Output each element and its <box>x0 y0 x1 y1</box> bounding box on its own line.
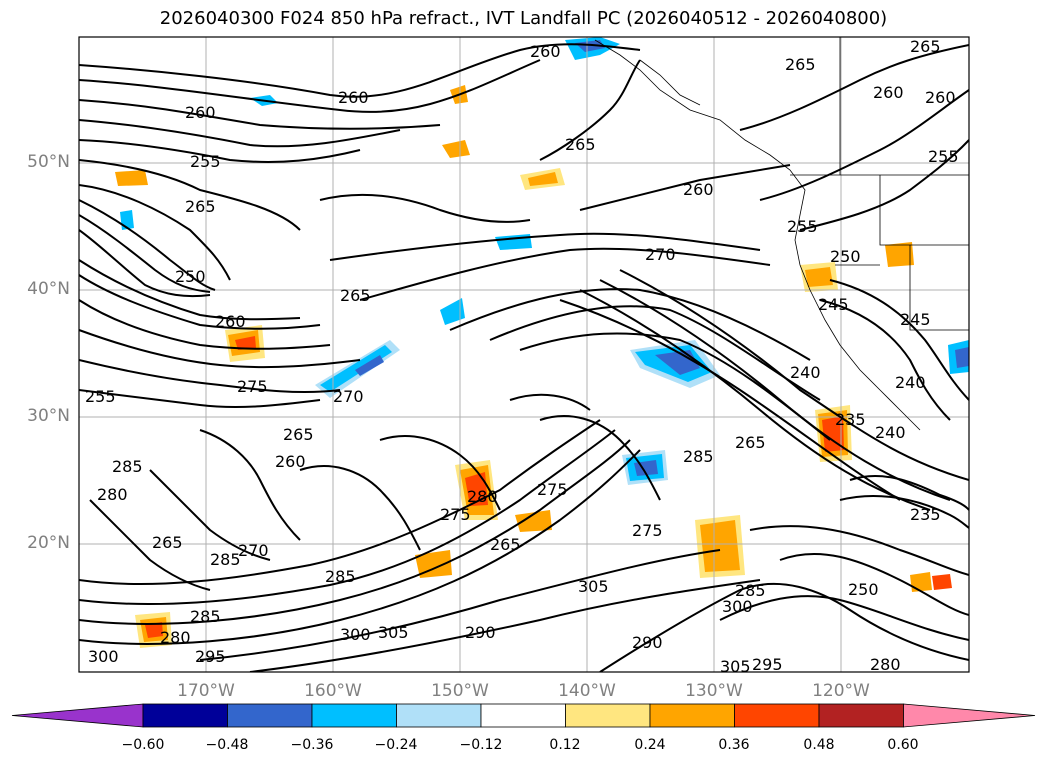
contour-label: 255 <box>928 147 959 166</box>
contour-label: 265 <box>283 425 314 444</box>
contour-label: 280 <box>97 485 128 504</box>
lon-label: 170°W <box>177 681 235 701</box>
lon-label: 150°W <box>431 681 489 701</box>
map-background <box>79 37 969 672</box>
contour-label: 290 <box>632 633 663 652</box>
contour-label: 270 <box>645 245 676 264</box>
colorbar-tick-label: −0.60 <box>121 737 165 753</box>
contour-label: 240 <box>895 373 926 392</box>
colorbar-tick-label: −0.12 <box>459 737 503 753</box>
colorbar-segment <box>818 703 904 728</box>
contour-label: 265 <box>490 535 521 554</box>
lon-label: 120°W <box>812 681 870 701</box>
contour-label: 300 <box>340 625 371 644</box>
contour-label: 285 <box>112 457 143 476</box>
contour-label: 280 <box>160 628 191 647</box>
contour-label: 245 <box>818 295 849 314</box>
contour-label: 285 <box>325 567 356 586</box>
colorbar-tick-label: −0.24 <box>374 737 418 753</box>
lon-label: 140°W <box>558 681 616 701</box>
contour-label: 270 <box>333 387 364 406</box>
map-frame <box>78 36 970 673</box>
colorbar-segment <box>227 703 313 728</box>
colorbar-segment <box>396 703 482 728</box>
colorbar-segment <box>142 703 228 728</box>
colorbar-tick-label: 0.48 <box>803 737 835 753</box>
contour-label: 240 <box>875 423 906 442</box>
contour-label: 305 <box>578 577 609 596</box>
contour-label: 260 <box>683 180 714 199</box>
contour-label: 275 <box>537 480 568 499</box>
colorbar-segment <box>565 703 651 728</box>
colorbar-tick-label: 0.12 <box>549 737 581 753</box>
contour-label: 260 <box>530 42 561 61</box>
contour-label: 235 <box>910 505 941 524</box>
contour-label: 285 <box>210 550 241 569</box>
colorbar-segment <box>734 703 820 728</box>
colorbar <box>11 703 1036 728</box>
contour-label: 260 <box>275 452 306 471</box>
lon-label: 130°W <box>685 681 743 701</box>
contour-label: 305 <box>720 657 751 676</box>
contour-label: 265 <box>152 533 183 552</box>
contour-label: 305 <box>378 623 409 642</box>
contour-label: 295 <box>195 647 226 666</box>
contour-label: 265 <box>565 135 596 154</box>
contour-label: 285 <box>190 607 221 626</box>
contour-label: 300 <box>88 647 119 666</box>
contour-label: 275 <box>237 377 268 396</box>
contour-label: 260 <box>185 103 216 122</box>
contour-label: 300 <box>722 597 753 616</box>
contour-label: 245 <box>900 310 931 329</box>
lat-label: 40°N <box>27 279 70 299</box>
contour-label: 250 <box>830 247 861 266</box>
contour-label: 265 <box>735 433 766 452</box>
contour-label: 295 <box>752 655 783 674</box>
contour-label: 250 <box>175 267 206 286</box>
contour-label: 285 <box>735 581 766 600</box>
contour-label: 260 <box>873 83 904 102</box>
contour-lines <box>79 43 969 672</box>
contour-label: 265 <box>185 197 216 216</box>
colorbar-segment <box>311 703 397 728</box>
colorbar-segment <box>480 703 566 728</box>
colorbar-segment <box>649 703 735 728</box>
lat-label: 50°N <box>27 152 70 172</box>
contour-label: 265 <box>910 37 941 56</box>
contour-label: 235 <box>835 410 866 429</box>
contour-label: 280 <box>467 487 498 506</box>
lat-label: 20°N <box>27 533 70 553</box>
colorbar-extend-high <box>903 703 1036 728</box>
contour-label: 255 <box>787 217 818 236</box>
coastline <box>594 37 969 431</box>
contour-label: 270 <box>238 541 269 560</box>
contour-label: 255 <box>85 387 116 406</box>
contour-label: 275 <box>440 505 471 524</box>
colorbar-tick-label: −0.48 <box>205 737 249 753</box>
anomaly-fill <box>115 37 969 648</box>
contour-label: 240 <box>790 363 821 382</box>
lat-label: 30°N <box>27 406 70 426</box>
contour-label: 260 <box>215 312 246 331</box>
contour-label-group: 260 265 260 260 255 265 250 270 265 260 … <box>85 37 959 676</box>
colorbar-tick-label: 0.36 <box>718 737 750 753</box>
colorbar-tick-label: −0.36 <box>290 737 334 753</box>
contour-label: 265 <box>340 286 371 305</box>
colorbar-extend-low <box>11 703 144 728</box>
contour-label: 265 <box>785 55 816 74</box>
colorbar-tick-label: 0.24 <box>634 737 666 753</box>
lon-label: 160°W <box>304 681 362 701</box>
contour-label: 275 <box>632 521 663 540</box>
colorbar-tick-label: 0.60 <box>887 737 919 753</box>
contour-label: 285 <box>683 447 714 466</box>
contour-label: 250 <box>848 580 879 599</box>
contour-label: 290 <box>465 623 496 642</box>
map-title: 2026040300 F024 850 hPa refract., IVT La… <box>159 8 888 29</box>
contour-label: 255 <box>190 152 221 171</box>
contour-label: 280 <box>870 655 901 674</box>
contour-label: 260 <box>925 88 956 107</box>
contour-label: 260 <box>338 88 369 107</box>
